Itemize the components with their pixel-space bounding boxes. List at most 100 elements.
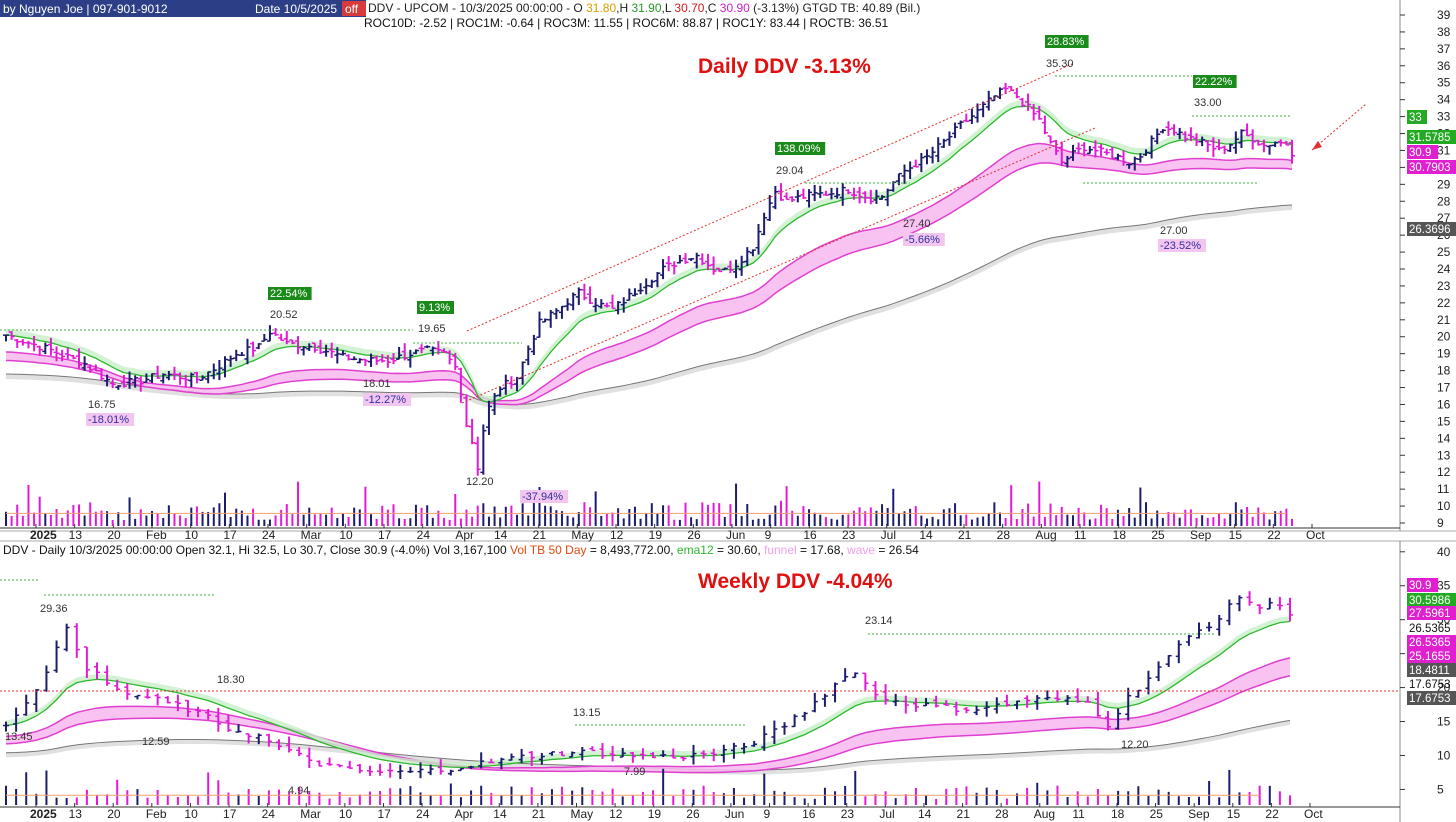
x-tick-label: Jul	[881, 528, 896, 542]
y-tick-label: 5	[1437, 782, 1444, 796]
x-tick-label: 20	[107, 807, 121, 821]
x-tick-label: 13	[69, 807, 83, 821]
x-tick-label: 15	[1227, 807, 1241, 821]
price-label: 4.94	[288, 785, 309, 797]
price-label: 18.30	[217, 674, 245, 686]
x-tick-label: Oct	[1304, 807, 1323, 821]
x-tick-label: 10	[184, 807, 198, 821]
y-tick-label: 25	[1437, 245, 1451, 259]
y-tick-label: 28	[1437, 194, 1451, 208]
x-tick-label: 25	[1151, 528, 1165, 542]
loss-badge-label: -5.66%	[905, 234, 940, 246]
price-label: 27.00	[1160, 225, 1188, 237]
price-tag	[1407, 663, 1456, 677]
x-tick-label: Mar	[301, 528, 322, 542]
price-label: 12.20	[466, 476, 494, 488]
x-tick-label: May	[570, 807, 593, 821]
off-button[interactable]	[342, 1, 366, 16]
funnel-band	[6, 143, 1292, 405]
x-tick-label: 24	[416, 807, 430, 821]
gain-badge-label: 22.22%	[1195, 76, 1233, 88]
weekly-chart: 51015202530354020251320Feb101724Mar10172…	[0, 545, 1456, 821]
loss-badge-label: -37.94%	[522, 491, 563, 503]
price-label: 33.00	[1194, 97, 1222, 109]
price-tag	[1407, 222, 1456, 236]
x-tick-label: Aug	[1034, 807, 1055, 821]
price-tag-label: 30.9	[1409, 580, 1431, 592]
y-tick-label: 18	[1437, 364, 1451, 378]
price-label: 16.75	[88, 399, 116, 411]
price-tag-label: 26.3696	[1409, 224, 1451, 236]
x-tick-label: 11	[1074, 528, 1087, 542]
y-tick-label: 19	[1437, 347, 1451, 361]
x-tick-label: 26	[686, 807, 700, 821]
gain-badge	[1045, 35, 1089, 48]
ema12-line	[5, 105, 1293, 403]
price-label: 13.15	[573, 707, 601, 719]
x-tick-label: 23	[841, 807, 855, 821]
y-tick-label: 13	[1437, 448, 1451, 462]
loss-badge	[363, 393, 412, 406]
price-tag	[1407, 578, 1439, 592]
y-tick-label: 36	[1437, 59, 1451, 73]
x-tick-label: Jun	[726, 528, 745, 542]
price-label: 19.65	[418, 323, 446, 335]
x-tick-label: 14	[494, 528, 508, 542]
price-tag-label: 25.1655	[1409, 651, 1451, 663]
x-tick-label: 17	[378, 528, 392, 542]
price-label: 12.20	[1121, 739, 1149, 751]
funnel-line-fast	[5, 142, 1293, 402]
price-label: 13.45	[5, 731, 33, 743]
ema12-line	[5, 620, 1291, 768]
gain-badge	[417, 301, 454, 314]
off-button-label: off	[345, 2, 359, 16]
daily-chart: 9 10 11 12 13 14 15 16 17 18 19 20 21 22 23 24 25 26 27 28 2…	[0, 8, 1456, 542]
price-tag	[1407, 145, 1439, 159]
price-tag-label: 17.6753	[1409, 679, 1451, 691]
y-tick-label: 29	[1437, 177, 1451, 191]
x-tick-label: 21	[533, 528, 547, 542]
x-tick-label: 16	[803, 528, 817, 542]
price-tag-label: 33	[1409, 112, 1422, 124]
loss-badge-label: -12.27%	[365, 394, 406, 406]
x-tick-label: 12	[609, 807, 623, 821]
y-tick-label: 35	[1437, 76, 1451, 90]
lower-header-line: DDV - Daily 10/3/2025 00:00:00 Open 32.1…	[3, 543, 919, 557]
x-tick-label: 2025	[30, 807, 57, 821]
date-label: Date 10/5/2025	[255, 2, 337, 16]
y-tick-label: 22	[1437, 296, 1451, 310]
wave-band	[6, 204, 1292, 410]
y-tick-label: 37	[1437, 42, 1451, 56]
x-tick-label: 21	[532, 807, 546, 821]
y-tick-label: 27	[1437, 211, 1451, 225]
gain-badge-label: 9.13%	[419, 302, 450, 314]
price-tag-label: 17.6753	[1409, 693, 1451, 705]
x-tick-label: 24	[262, 528, 276, 542]
price-label: 12.59	[142, 736, 170, 748]
y-tick-label: 39	[1437, 8, 1451, 22]
x-tick-label: 9	[765, 528, 772, 542]
ema12-band	[6, 100, 1292, 402]
x-tick-label: 13	[69, 528, 83, 542]
x-tick-label: 14	[919, 528, 933, 542]
price-label: 20.52	[270, 309, 298, 321]
y-tick-label: 35	[1437, 579, 1451, 593]
y-tick-label: 40	[1437, 545, 1451, 559]
x-tick-label: Feb	[146, 807, 167, 821]
x-tick-label: 16	[802, 807, 816, 821]
price-tag	[1407, 606, 1456, 620]
price-label: 29.36	[40, 603, 68, 615]
price-label: 29.04	[776, 165, 804, 177]
loss-badge	[86, 413, 135, 426]
loss-badge	[903, 233, 945, 246]
quote-line: DDV - UPCOM - 10/3/2025 00:00:00 - O 31.…	[368, 1, 920, 15]
price-tag-label: 30.5986	[1409, 595, 1451, 607]
price-tag	[1407, 130, 1456, 144]
loss-badge	[1158, 239, 1207, 252]
y-tick-label: 38	[1437, 25, 1451, 39]
x-tick-label: 28	[997, 528, 1011, 542]
gain-badge	[268, 287, 312, 300]
price-tag-label: 31.5785	[1409, 132, 1451, 144]
